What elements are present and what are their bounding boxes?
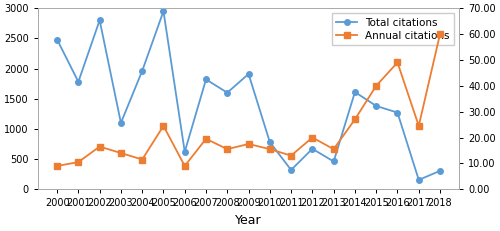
Annual citations bbox=[310, 136, 316, 139]
Annual citations bbox=[246, 143, 252, 145]
Line: Annual citations: Annual citations bbox=[54, 31, 443, 169]
Total citations bbox=[96, 19, 102, 22]
Annual citations bbox=[373, 84, 379, 87]
Annual citations bbox=[139, 158, 145, 161]
Annual citations bbox=[288, 154, 294, 157]
Total citations bbox=[394, 111, 400, 114]
Annual citations bbox=[118, 152, 124, 154]
Annual citations bbox=[267, 148, 273, 151]
Annual citations bbox=[182, 164, 188, 167]
Annual citations bbox=[203, 137, 209, 140]
Annual citations bbox=[224, 148, 230, 151]
Total citations bbox=[267, 141, 273, 143]
Annual citations bbox=[54, 164, 60, 167]
Total citations bbox=[288, 169, 294, 171]
Annual citations bbox=[76, 161, 82, 164]
Total citations bbox=[352, 91, 358, 94]
Legend: Total citations, Annual citations: Total citations, Annual citations bbox=[332, 13, 454, 45]
Annual citations bbox=[416, 125, 422, 127]
Total citations bbox=[246, 73, 252, 75]
Total citations bbox=[54, 38, 60, 41]
Total citations bbox=[76, 80, 82, 83]
Total citations bbox=[160, 10, 166, 12]
Annual citations bbox=[160, 125, 166, 127]
Total citations bbox=[437, 170, 443, 172]
Total citations bbox=[203, 78, 209, 81]
Line: Total citations: Total citations bbox=[54, 8, 443, 183]
Annual citations bbox=[352, 118, 358, 121]
Total citations bbox=[224, 91, 230, 94]
Total citations bbox=[118, 122, 124, 124]
X-axis label: Year: Year bbox=[236, 214, 262, 227]
Annual citations bbox=[437, 33, 443, 35]
Total citations bbox=[139, 70, 145, 72]
Annual citations bbox=[96, 145, 102, 148]
Total citations bbox=[310, 147, 316, 150]
Total citations bbox=[416, 179, 422, 181]
Total citations bbox=[182, 150, 188, 153]
Total citations bbox=[330, 160, 336, 163]
Annual citations bbox=[394, 61, 400, 64]
Annual citations bbox=[330, 148, 336, 151]
Total citations bbox=[373, 105, 379, 107]
